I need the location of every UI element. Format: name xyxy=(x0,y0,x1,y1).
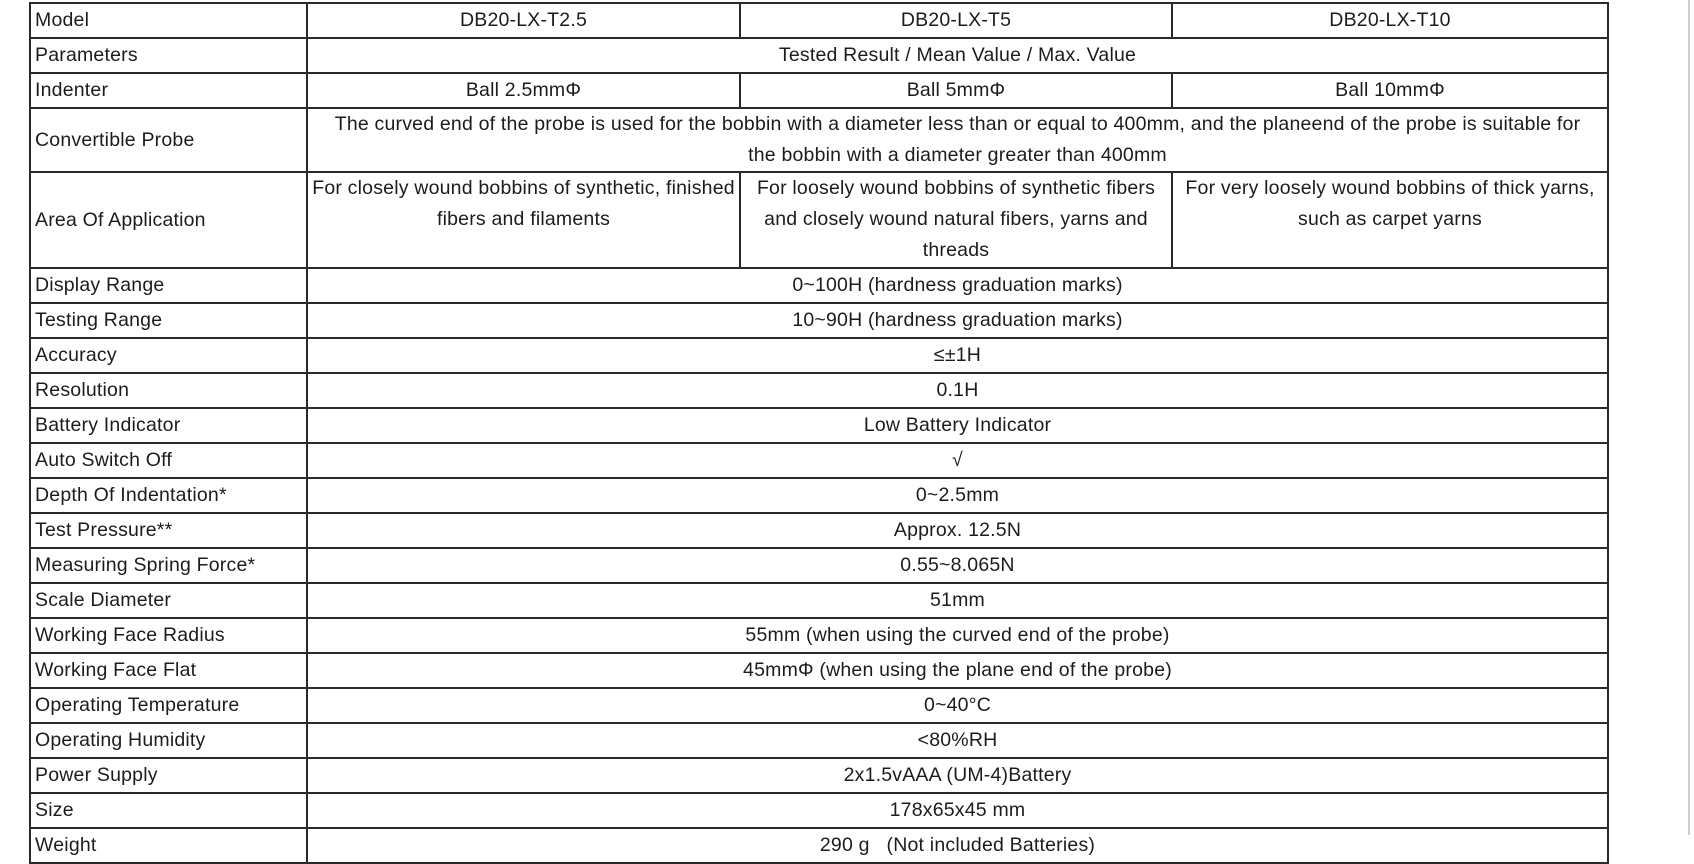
row-value: Tested Result / Mean Value / Max. Value xyxy=(306,37,1609,74)
row-label: Working Face Radius xyxy=(29,617,308,654)
table-row: Auto Switch Off √ xyxy=(29,442,1609,479)
row-label: Indenter xyxy=(29,72,308,109)
page-edge-divider xyxy=(1688,0,1690,835)
row-label: Area Of Application xyxy=(29,171,308,269)
row-value: 10~90H (hardness graduation marks) xyxy=(306,302,1609,339)
table-row-model: Model DB20-LX-T2.5 DB20-LX-T5 DB20-LX-T1… xyxy=(29,2,1609,39)
table-row-indenter: Indenter Ball 2.5mmΦ Ball 5mmΦ Ball 10mm… xyxy=(29,72,1609,109)
row-label: Scale Diameter xyxy=(29,582,308,619)
row-value: ≤±1H xyxy=(306,337,1609,374)
table-row-parameters: Parameters Tested Result / Mean Value / … xyxy=(29,37,1609,74)
row-value: Low Battery Indicator xyxy=(306,407,1609,444)
row-label: Power Supply xyxy=(29,757,308,794)
row-label: Operating Humidity xyxy=(29,722,308,759)
table-row: Depth Of Indentation* 0~2.5mm xyxy=(29,477,1609,514)
row-label: Depth Of Indentation* xyxy=(29,477,308,514)
row-label: Parameters xyxy=(29,37,308,74)
table-row-probe: Convertible Probe The curved end of the … xyxy=(29,107,1609,173)
row-value: 55mm (when using the curved end of the p… xyxy=(306,617,1609,654)
row-label: Weight xyxy=(29,827,308,864)
table-row: Test Pressure** Approx. 12.5N xyxy=(29,512,1609,549)
row-value: √ xyxy=(306,442,1609,479)
row-label: Operating Temperature xyxy=(29,687,308,724)
table-row: Resolution 0.1H xyxy=(29,372,1609,409)
row-label: Measuring Spring Force* xyxy=(29,547,308,584)
row-value: 290 g (Not included Batteries) xyxy=(306,827,1609,864)
table-row: Battery Indicator Low Battery Indicator xyxy=(29,407,1609,444)
table-row: Scale Diameter 51mm xyxy=(29,582,1609,619)
row-label: Display Range xyxy=(29,267,308,304)
row-value: 0.1H xyxy=(306,372,1609,409)
model-cell: DB20-LX-T5 xyxy=(739,2,1173,39)
table-row: Operating Humidity <80%RH xyxy=(29,722,1609,759)
row-value: 0~2.5mm xyxy=(306,477,1609,514)
model-cell: DB20-LX-T10 xyxy=(1171,2,1609,39)
row-value: 51mm xyxy=(306,582,1609,619)
row-value: 0~100H (hardness graduation marks) xyxy=(306,267,1609,304)
spec-table: Model DB20-LX-T2.5 DB20-LX-T5 DB20-LX-T1… xyxy=(29,2,1609,864)
row-label: Auto Switch Off xyxy=(29,442,308,479)
row-value: 0~40°C xyxy=(306,687,1609,724)
table-row: Size 178x65x45 mm xyxy=(29,792,1609,829)
row-label: Accuracy xyxy=(29,337,308,374)
row-value: Approx. 12.5N xyxy=(306,512,1609,549)
row-label: Model xyxy=(29,2,308,39)
application-cell: For closely wound bobbins of synthetic, … xyxy=(306,171,741,269)
table-row: Testing Range 10~90H (hardness graduation… xyxy=(29,302,1609,339)
row-label: Convertible Probe xyxy=(29,107,308,173)
row-value: 0.55~8.065N xyxy=(306,547,1609,584)
table-row-application: Area Of Application For closely wound bo… xyxy=(29,171,1609,269)
table-row: Accuracy ≤±1H xyxy=(29,337,1609,374)
table-row: Weight 290 g (Not included Batteries) xyxy=(29,827,1609,864)
indenter-cell: Ball 10mmΦ xyxy=(1171,72,1609,109)
row-value: 2x1.5vAAA (UM-4)Battery xyxy=(306,757,1609,794)
row-label: Resolution xyxy=(29,372,308,409)
table-row: Working Face Flat 45mmΦ (when using the p… xyxy=(29,652,1609,689)
row-label: Test Pressure** xyxy=(29,512,308,549)
row-value: The curved end of the probe is used for … xyxy=(306,107,1609,173)
application-cell: For loosely wound bobbins of synthetic f… xyxy=(739,171,1173,269)
indenter-cell: Ball 2.5mmΦ xyxy=(306,72,741,109)
table-row: Power Supply 2x1.5vAAA (UM-4)Battery xyxy=(29,757,1609,794)
row-value: 178x65x45 mm xyxy=(306,792,1609,829)
row-label: Testing Range xyxy=(29,302,308,339)
row-label: Battery Indicator xyxy=(29,407,308,444)
table-row: Measuring Spring Force* 0.55~8.065N xyxy=(29,547,1609,584)
application-cell: For very loosely wound bobbins of thick … xyxy=(1171,171,1609,269)
row-value: 45mmΦ (when using the plane end of the p… xyxy=(306,652,1609,689)
indenter-cell: Ball 5mmΦ xyxy=(739,72,1173,109)
row-label: Size xyxy=(29,792,308,829)
table-row: Working Face Radius 55mm (when using the … xyxy=(29,617,1609,654)
model-cell: DB20-LX-T2.5 xyxy=(306,2,741,39)
table-row: Display Range 0~100H (hardness graduation… xyxy=(29,267,1609,304)
row-label: Working Face Flat xyxy=(29,652,308,689)
row-value: <80%RH xyxy=(306,722,1609,759)
table-row: Operating Temperature 0~40°C xyxy=(29,687,1609,724)
